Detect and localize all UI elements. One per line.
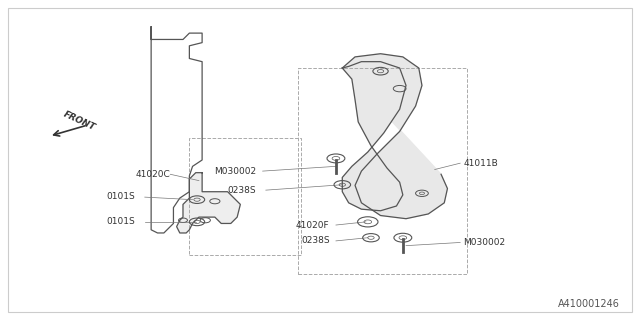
Text: FRONT: FRONT: [62, 109, 97, 132]
Text: 0238S: 0238S: [301, 236, 330, 245]
Polygon shape: [177, 173, 241, 233]
Text: 0101S: 0101S: [106, 217, 135, 226]
Polygon shape: [342, 54, 447, 219]
Text: 0238S: 0238S: [228, 186, 256, 195]
Text: 41020C: 41020C: [136, 170, 170, 179]
Text: 0101S: 0101S: [106, 192, 135, 201]
Text: M030002: M030002: [463, 238, 506, 247]
Text: 41020F: 41020F: [296, 220, 330, 229]
Text: 41011B: 41011B: [463, 159, 498, 168]
Text: M030002: M030002: [214, 167, 256, 176]
Text: A410001246: A410001246: [557, 299, 620, 309]
